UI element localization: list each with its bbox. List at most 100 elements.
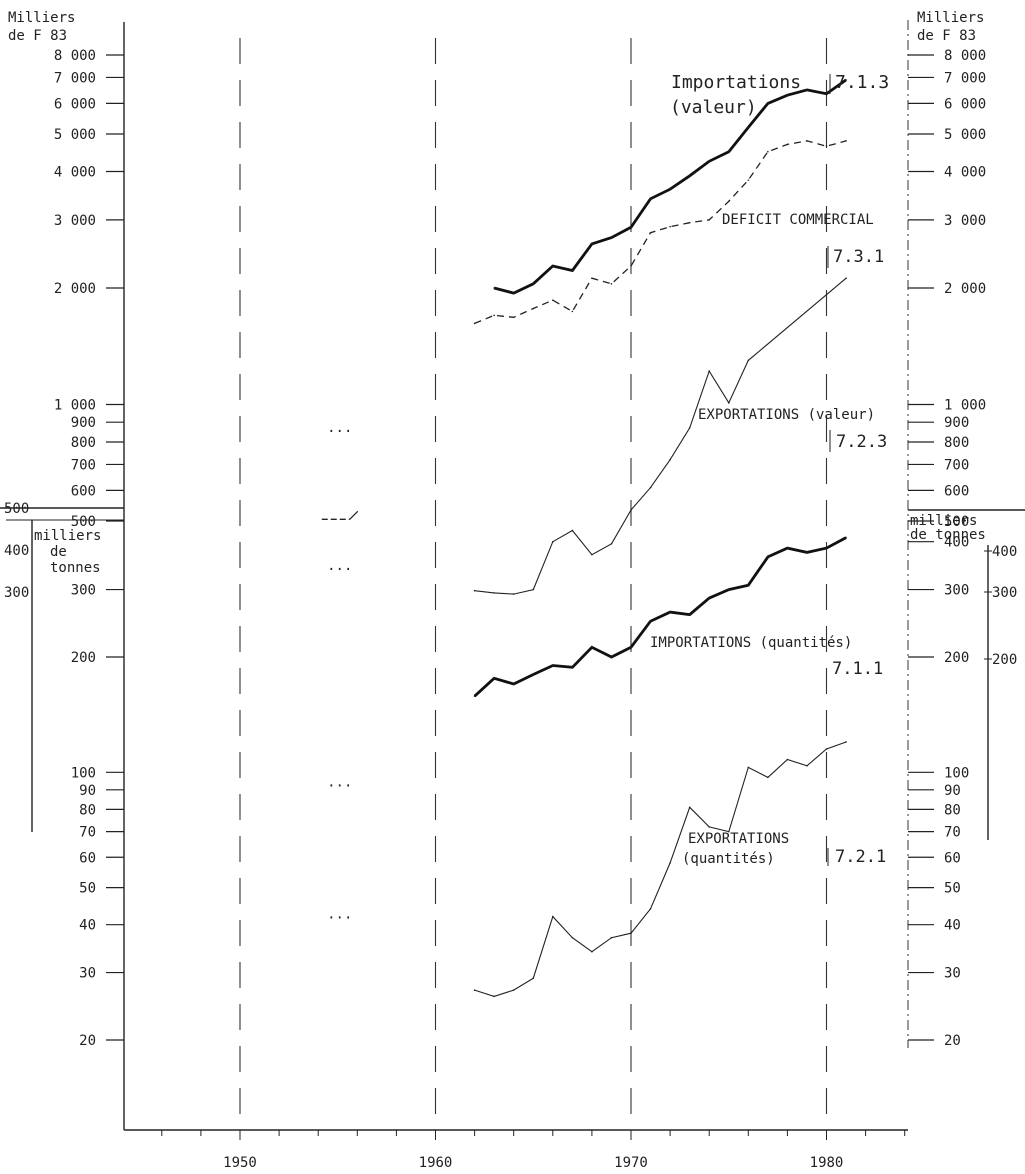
series-point-5 xyxy=(532,673,535,676)
series-point-3 xyxy=(708,370,710,372)
series-point-6 xyxy=(532,977,535,979)
series-point-0 xyxy=(610,236,613,239)
lower-unit-left: milliers xyxy=(34,528,101,544)
upper-right-tick-label: 500 xyxy=(944,514,969,530)
series-point-6 xyxy=(708,826,710,828)
series-point-6 xyxy=(845,741,847,743)
series-point-5 xyxy=(493,677,495,680)
upper-left-tick-label: 5 000 xyxy=(54,127,96,143)
series-point-5 xyxy=(571,666,574,669)
stray-mark: ... xyxy=(327,420,352,436)
lower-side-left-label: 500 xyxy=(4,501,29,517)
lower-right-tick-label: 200 xyxy=(944,650,969,666)
upper-left-tick-label: 500 xyxy=(71,514,96,530)
lower-right-tick-label: 90 xyxy=(944,783,961,799)
series-point-6 xyxy=(571,936,574,939)
upper-right-tick-label: 1 000 xyxy=(944,397,986,413)
lower-right-tick-label: 30 xyxy=(944,966,961,982)
series-point-1 xyxy=(532,307,535,310)
series-point-1 xyxy=(649,231,652,234)
series-point-1 xyxy=(708,219,710,221)
series-point-3 xyxy=(747,359,750,362)
lower-left-tick-label: 40 xyxy=(79,918,96,934)
lower-right-tick-label: 40 xyxy=(944,918,961,934)
series-point-0 xyxy=(845,79,847,81)
lower-right-tick-label: 70 xyxy=(944,825,961,841)
stray-mark: ... xyxy=(327,775,352,791)
series-point-0 xyxy=(532,283,535,285)
lower-side-right-label: 200 xyxy=(992,652,1017,668)
series-point-5 xyxy=(708,597,710,599)
lower-right-tick-label: 50 xyxy=(944,881,961,897)
upper-left-tick-label: 700 xyxy=(71,457,96,473)
series-point-4 xyxy=(493,592,495,594)
lower-left-tick-label: 50 xyxy=(79,881,96,897)
series-point-1 xyxy=(610,283,613,285)
series-point-1 xyxy=(727,200,730,203)
series-point-3 xyxy=(845,277,847,280)
series-point-4 xyxy=(532,588,535,591)
series-point-0 xyxy=(649,198,652,200)
annotation-label: 7.3.1 xyxy=(833,247,884,267)
upper-unit-right: Milliers xyxy=(917,10,984,26)
series-point-4 xyxy=(552,540,554,543)
upper-right-tick-label: 800 xyxy=(944,435,969,451)
series-point-3 xyxy=(669,458,671,461)
series-line-5 xyxy=(473,536,847,698)
series-point-5 xyxy=(473,695,476,698)
lower-left-tick-label: 90 xyxy=(79,783,96,799)
series-point-6 xyxy=(610,936,613,939)
series-point-0 xyxy=(512,292,515,294)
exportations-valeur-bridge xyxy=(630,487,651,511)
series-point-5 xyxy=(591,646,593,649)
upper-left-tick-label: 800 xyxy=(71,435,96,451)
annotation-label: DEFICIT COMMERCIAL xyxy=(722,212,874,228)
series-point-5 xyxy=(630,646,632,649)
series-point-5 xyxy=(649,620,652,623)
series-point-6 xyxy=(552,915,554,918)
lower-unit-right: milliers xyxy=(910,513,977,529)
series-point-6 xyxy=(669,862,671,864)
upper-unit-left: Milliers xyxy=(8,10,75,26)
annotation-ref: 7.1.3 xyxy=(835,72,889,93)
upper-left-tick-label: 6 000 xyxy=(54,96,96,112)
lower-left-tick-label: 100 xyxy=(71,765,96,781)
lower-right-tick-label: 60 xyxy=(944,850,961,866)
lower-unit-left: de xyxy=(50,544,67,560)
upper-left-tick-label: 900 xyxy=(71,415,96,431)
lower-left-tick-label: 200 xyxy=(71,650,96,666)
stray-mark: ... xyxy=(327,558,352,574)
series-point-5 xyxy=(786,547,789,549)
annotation-label: IMPORTATIONS (quantités) xyxy=(650,635,852,651)
series-point-4 xyxy=(591,553,593,556)
series-point-0 xyxy=(767,102,769,105)
lower-right-tick-label: 100 xyxy=(944,765,969,781)
series-line-1 xyxy=(474,140,847,325)
upper-left-tick-label: 3 000 xyxy=(54,213,96,229)
series-point-1 xyxy=(552,299,554,301)
series-point-5 xyxy=(610,656,613,658)
lower-right-tick-label: 20 xyxy=(944,1033,961,1049)
lower-unit-left: tonnes xyxy=(50,560,101,576)
upper-left-tick-label: 8 000 xyxy=(54,48,96,64)
series-point-5 xyxy=(845,536,847,539)
series-point-0 xyxy=(493,287,495,289)
upper-right-tick-label: 2 000 xyxy=(944,281,986,297)
series-point-1 xyxy=(571,310,574,313)
series-point-0 xyxy=(806,89,808,91)
series-point-0 xyxy=(825,93,828,95)
lower-side-right-label: 400 xyxy=(992,544,1017,560)
series-point-6 xyxy=(473,989,476,991)
series-point-0 xyxy=(669,188,671,191)
series-point-1 xyxy=(688,221,691,224)
series-point-1 xyxy=(473,322,476,325)
series-point-4 xyxy=(473,589,476,592)
series-line-6 xyxy=(474,741,847,997)
series-point-3 xyxy=(688,427,691,429)
upper-left-tick-label: 1 000 xyxy=(54,397,96,413)
series-point-0 xyxy=(591,243,593,245)
series-point-5 xyxy=(806,551,808,554)
upper-right-tick-label: 600 xyxy=(944,483,969,499)
